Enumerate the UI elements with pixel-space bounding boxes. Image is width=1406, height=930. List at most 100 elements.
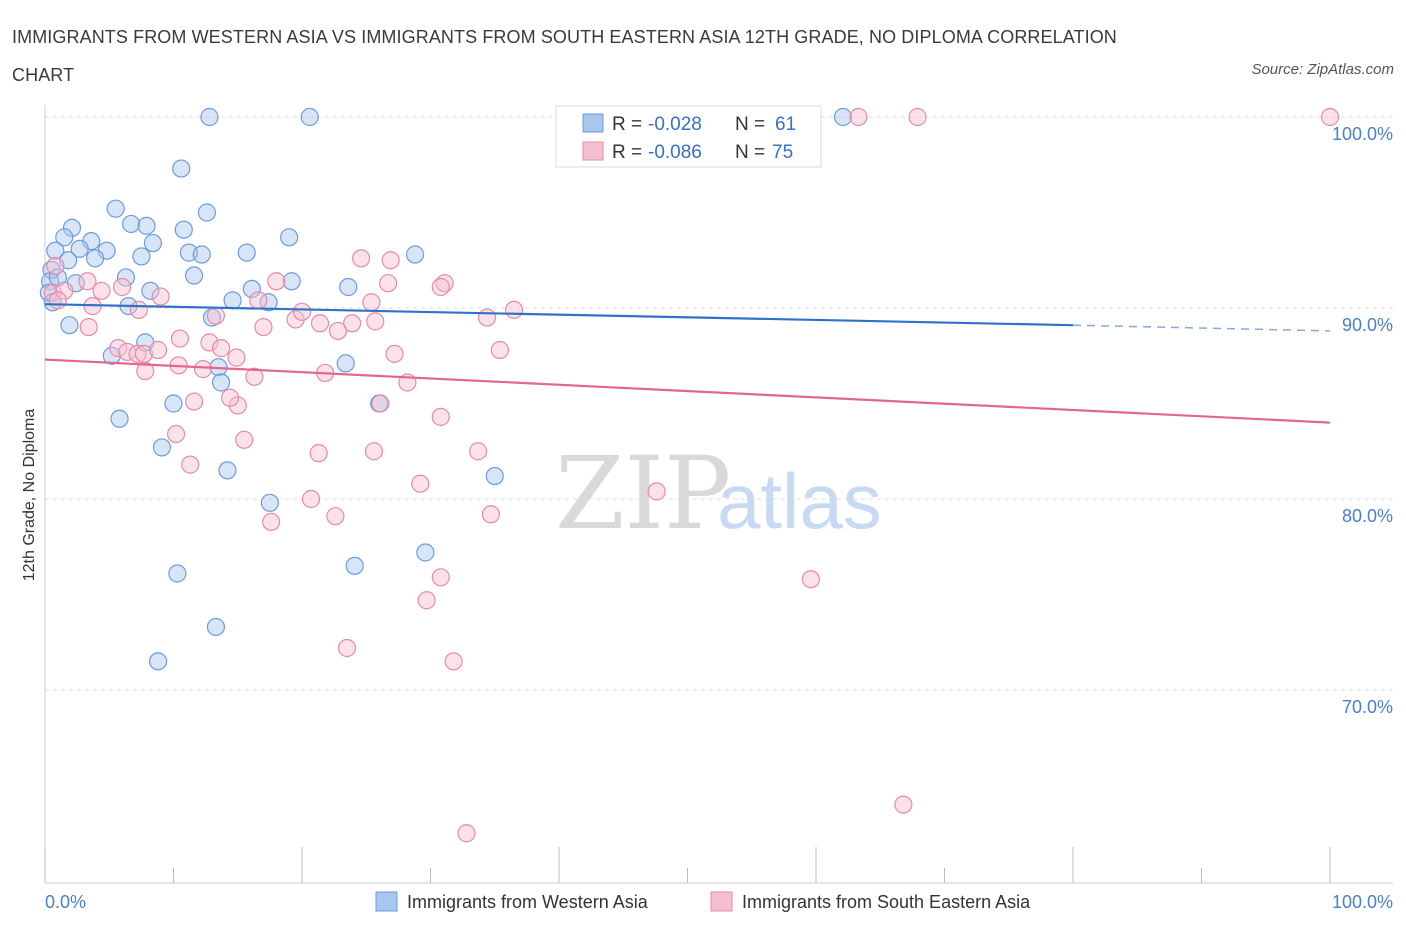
series-2-point-4	[352, 249, 371, 268]
stats-r-value-2: -0.086	[648, 142, 702, 163]
legend-swatch-western-asia	[375, 891, 398, 912]
series-2-point-13	[112, 277, 132, 297]
series-2-point-42	[490, 340, 509, 360]
series-1-point-32	[339, 277, 358, 297]
series-2-point-62	[301, 489, 321, 509]
series-2-point-63	[326, 507, 345, 526]
series-1-point-55	[168, 564, 187, 583]
stats-n-label-2: N =	[735, 142, 765, 163]
x-tick-label-min: 0.0%	[45, 892, 86, 912]
y-tick-labels: 100.0% 90.0% 80.0% 70.0%	[1332, 124, 1393, 717]
series-2-point-21	[129, 300, 148, 320]
series-1-point-41	[60, 316, 79, 335]
series-1-point-50	[152, 438, 172, 457]
watermark-zip: ZIP	[555, 435, 731, 552]
series-1-point-34	[141, 281, 160, 300]
series-2-point-67	[417, 591, 436, 610]
trend-line-series-1	[44, 303, 1074, 327]
series-1-point-20	[237, 243, 256, 262]
series-1-point-46	[211, 373, 231, 392]
watermark-atlas: atlas	[717, 457, 882, 545]
series-1-point-23	[86, 249, 105, 268]
series-1-point-56	[345, 556, 364, 575]
stats-n-label-1: N =	[735, 114, 765, 135]
series-2-point-56	[309, 444, 328, 463]
series-2-points	[43, 107, 1340, 843]
series-2-point-53	[431, 407, 450, 426]
series-2-point-66	[431, 568, 450, 587]
series-1-point-6	[197, 203, 217, 222]
series-1-point-58	[148, 652, 168, 671]
trend-line-series-2	[44, 358, 1331, 424]
series-1-points	[39, 107, 853, 671]
data-points	[39, 107, 1340, 843]
series-2-point-2	[1320, 107, 1340, 127]
series-2-point-15	[249, 291, 268, 310]
series-2-point-7	[267, 272, 286, 291]
series-2-point-0	[849, 107, 868, 127]
series-2-point-3	[46, 256, 65, 276]
legend-swatch-south-eastern-asia	[710, 891, 733, 912]
legend: Immigrants from Western Asia Immigrants …	[375, 891, 1031, 912]
series-2-point-14	[151, 287, 170, 306]
series-1-point-51	[218, 461, 237, 480]
y-axis-label: 12th Grade, No Diploma	[21, 409, 38, 582]
series-2-point-68	[801, 570, 820, 589]
series-1-point-54	[416, 543, 435, 562]
series-2-point-70	[444, 652, 463, 671]
chart-title: IMMIGRANTS FROM WESTERN ASIA VS IMMIGRAN…	[12, 27, 1117, 85]
series-2-point-40	[227, 348, 246, 367]
series-1-point-29	[116, 268, 136, 287]
series-2-point-43	[136, 361, 155, 381]
stats-swatch-pink	[582, 141, 604, 161]
series-2-point-29	[170, 329, 190, 348]
series-2-point-6	[78, 272, 97, 291]
x-tick-label-max: 100.0%	[1332, 892, 1393, 912]
stats-r-label-2: R =	[612, 142, 642, 163]
legend-label-western-asia: Immigrants from Western Asia	[407, 892, 649, 912]
watermark: ZIP atlas	[555, 435, 882, 552]
stats-swatch-blue	[582, 113, 604, 133]
series-1-point-30	[184, 266, 204, 285]
series-1-point-49	[110, 409, 129, 428]
series-1-point-8	[121, 214, 141, 234]
series-2-point-39	[211, 339, 231, 358]
series-2-point-52	[371, 394, 390, 413]
series-2-point-31	[254, 318, 273, 337]
axes	[44, 105, 1393, 884]
series-1-point-4	[172, 159, 191, 178]
series-1-point-7	[62, 218, 82, 237]
series-2-point-25	[343, 314, 362, 333]
series-1-point-53	[260, 493, 279, 512]
series-2-point-46	[245, 367, 264, 386]
series-2-point-33	[292, 302, 312, 321]
series-1-point-13	[143, 233, 163, 253]
series-2-point-12	[92, 281, 111, 300]
stats-r-label-1: R =	[612, 114, 642, 135]
series-2-point-60	[411, 474, 430, 493]
series-2-point-38	[148, 340, 168, 360]
y-tick-label-90: 90.0%	[1342, 315, 1393, 335]
x-tick-labels: 0.0% 100.0%	[45, 892, 1393, 912]
series-2-point-72	[457, 824, 476, 843]
series-1-point-9	[137, 216, 156, 235]
series-1-point-36	[242, 279, 261, 298]
series-2-point-64	[481, 505, 500, 524]
series-2-point-8	[378, 274, 398, 293]
y-tick-label-80: 80.0%	[1342, 506, 1393, 526]
series-1-point-52	[485, 466, 504, 486]
stats-n-value-2: 75	[772, 142, 793, 163]
series-2-point-61	[647, 482, 666, 501]
series-2-point-5	[381, 251, 400, 270]
series-1-point-3	[833, 107, 853, 127]
series-2-point-57	[364, 442, 384, 461]
series-2-point-16	[362, 293, 381, 312]
series-2-point-51	[220, 388, 240, 407]
series-2-point-17	[431, 277, 450, 297]
series-1-point-24	[132, 247, 151, 266]
series-2-point-1	[908, 107, 927, 127]
series-2-point-34	[109, 339, 128, 358]
series-1-point-19	[192, 245, 211, 264]
y-tick-label-100: 100.0%	[1332, 124, 1393, 144]
series-2-point-27	[477, 308, 497, 327]
